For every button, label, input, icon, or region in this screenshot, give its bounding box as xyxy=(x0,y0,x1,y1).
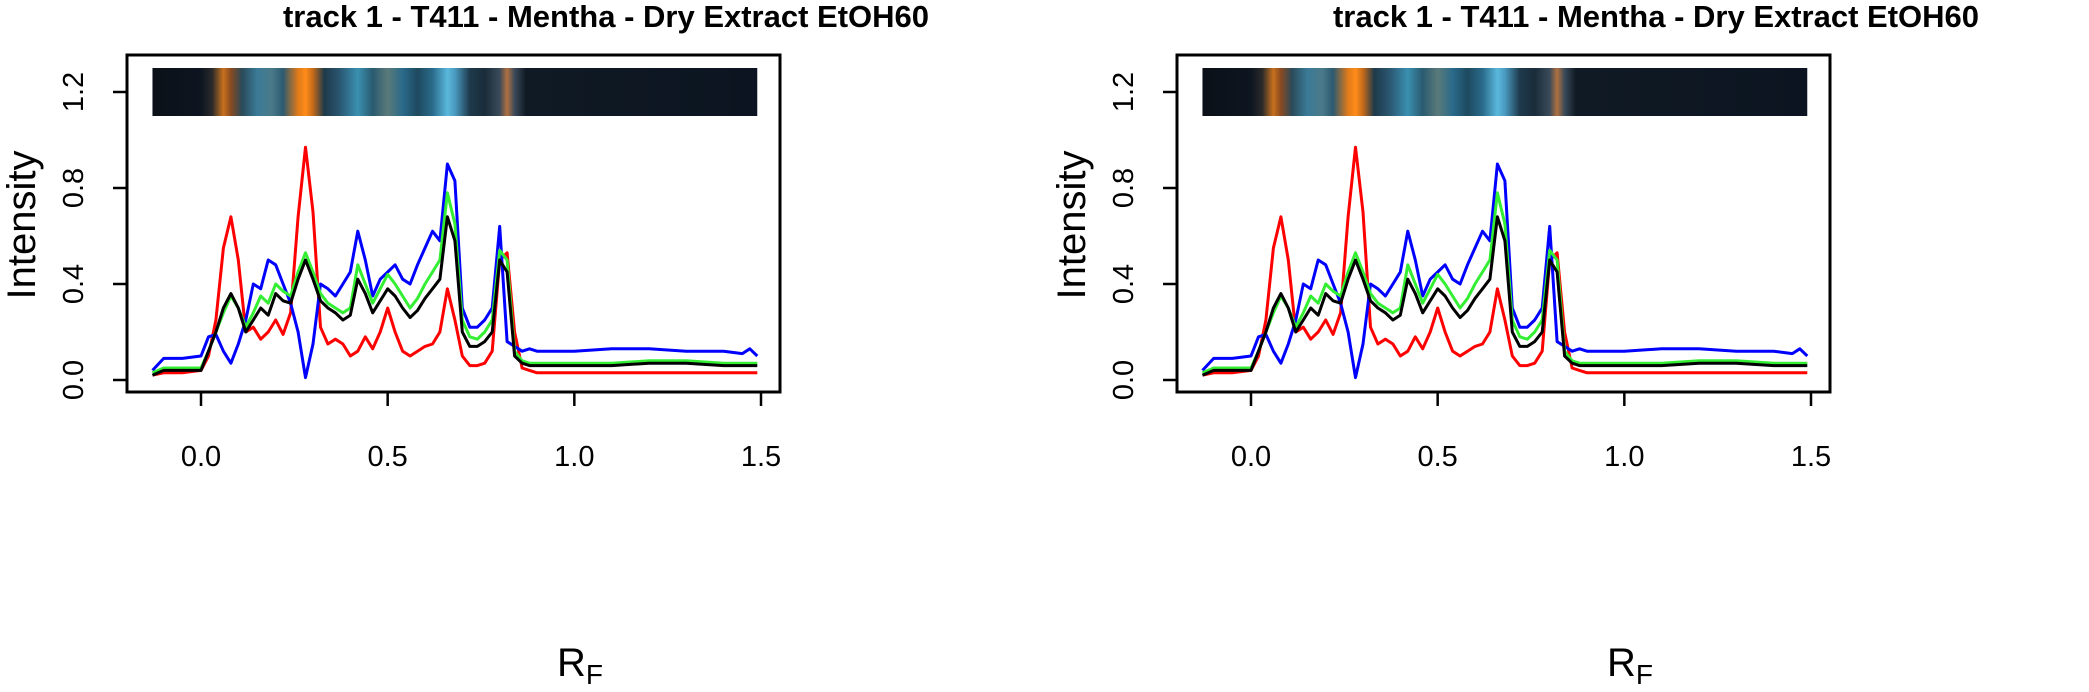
x-tick-label: 1.0 xyxy=(554,441,594,473)
series-line-1 xyxy=(1201,162,1809,380)
y-axis-label: Intensity xyxy=(1050,151,1094,300)
y-axis-label: Intensity xyxy=(0,151,44,300)
x-axis-label: RF xyxy=(1607,641,1653,690)
x-tick-label: 1.0 xyxy=(1604,441,1644,473)
x-tick-label: 0.0 xyxy=(181,441,221,473)
y-tick-label: 1.2 xyxy=(58,72,90,112)
x-axis-label-subscript: F xyxy=(1636,659,1653,690)
chart-panel-right: track 1 - T411 - Mentha - Dry Extract Et… xyxy=(1050,0,2089,692)
y-tick-label: 0.0 xyxy=(58,360,90,400)
chart-left: track 1 - T411 - Mentha - Dry Extract Et… xyxy=(0,0,929,690)
x-axis-label-main: R xyxy=(557,641,586,685)
chart-title: track 1 - T411 - Mentha - Dry Extract Et… xyxy=(283,0,929,34)
x-tick-label: 1.5 xyxy=(741,441,781,473)
x-axis-label-main: R xyxy=(1607,641,1636,685)
chart-title: track 1 - T411 - Mentha - Dry Extract Et… xyxy=(1333,0,1979,34)
series-line-3 xyxy=(151,215,758,377)
x-tick-label: 1.5 xyxy=(1791,441,1831,473)
y-tick-label: 0.8 xyxy=(58,168,90,208)
y-tick-label: 0.8 xyxy=(1108,168,1140,208)
y-tick-label: 0.4 xyxy=(58,264,90,304)
chart-panel-left: track 1 - T411 - Mentha - Dry Extract Et… xyxy=(0,0,929,690)
series-line-2 xyxy=(151,191,758,375)
series-line-1 xyxy=(151,162,759,380)
y-tick-label: 1.2 xyxy=(1108,72,1140,112)
x-tick-label: 0.0 xyxy=(1231,441,1271,473)
x-axis-label: RF xyxy=(557,641,603,690)
y-tick-label: 0.4 xyxy=(1108,264,1140,304)
chromatogram-image-strip xyxy=(152,68,758,116)
x-tick-label: 0.5 xyxy=(1418,441,1458,473)
y-tick-label: 0.0 xyxy=(1108,360,1140,400)
chromatogram-image-strip xyxy=(1202,68,1808,116)
x-axis-label-subscript: F xyxy=(586,659,603,690)
series-line-2 xyxy=(1201,191,1808,375)
series-line-3 xyxy=(1201,215,1808,377)
x-tick-label: 0.5 xyxy=(368,441,408,473)
chart-right: track 1 - T411 - Mentha - Dry Extract Et… xyxy=(1050,0,1979,690)
